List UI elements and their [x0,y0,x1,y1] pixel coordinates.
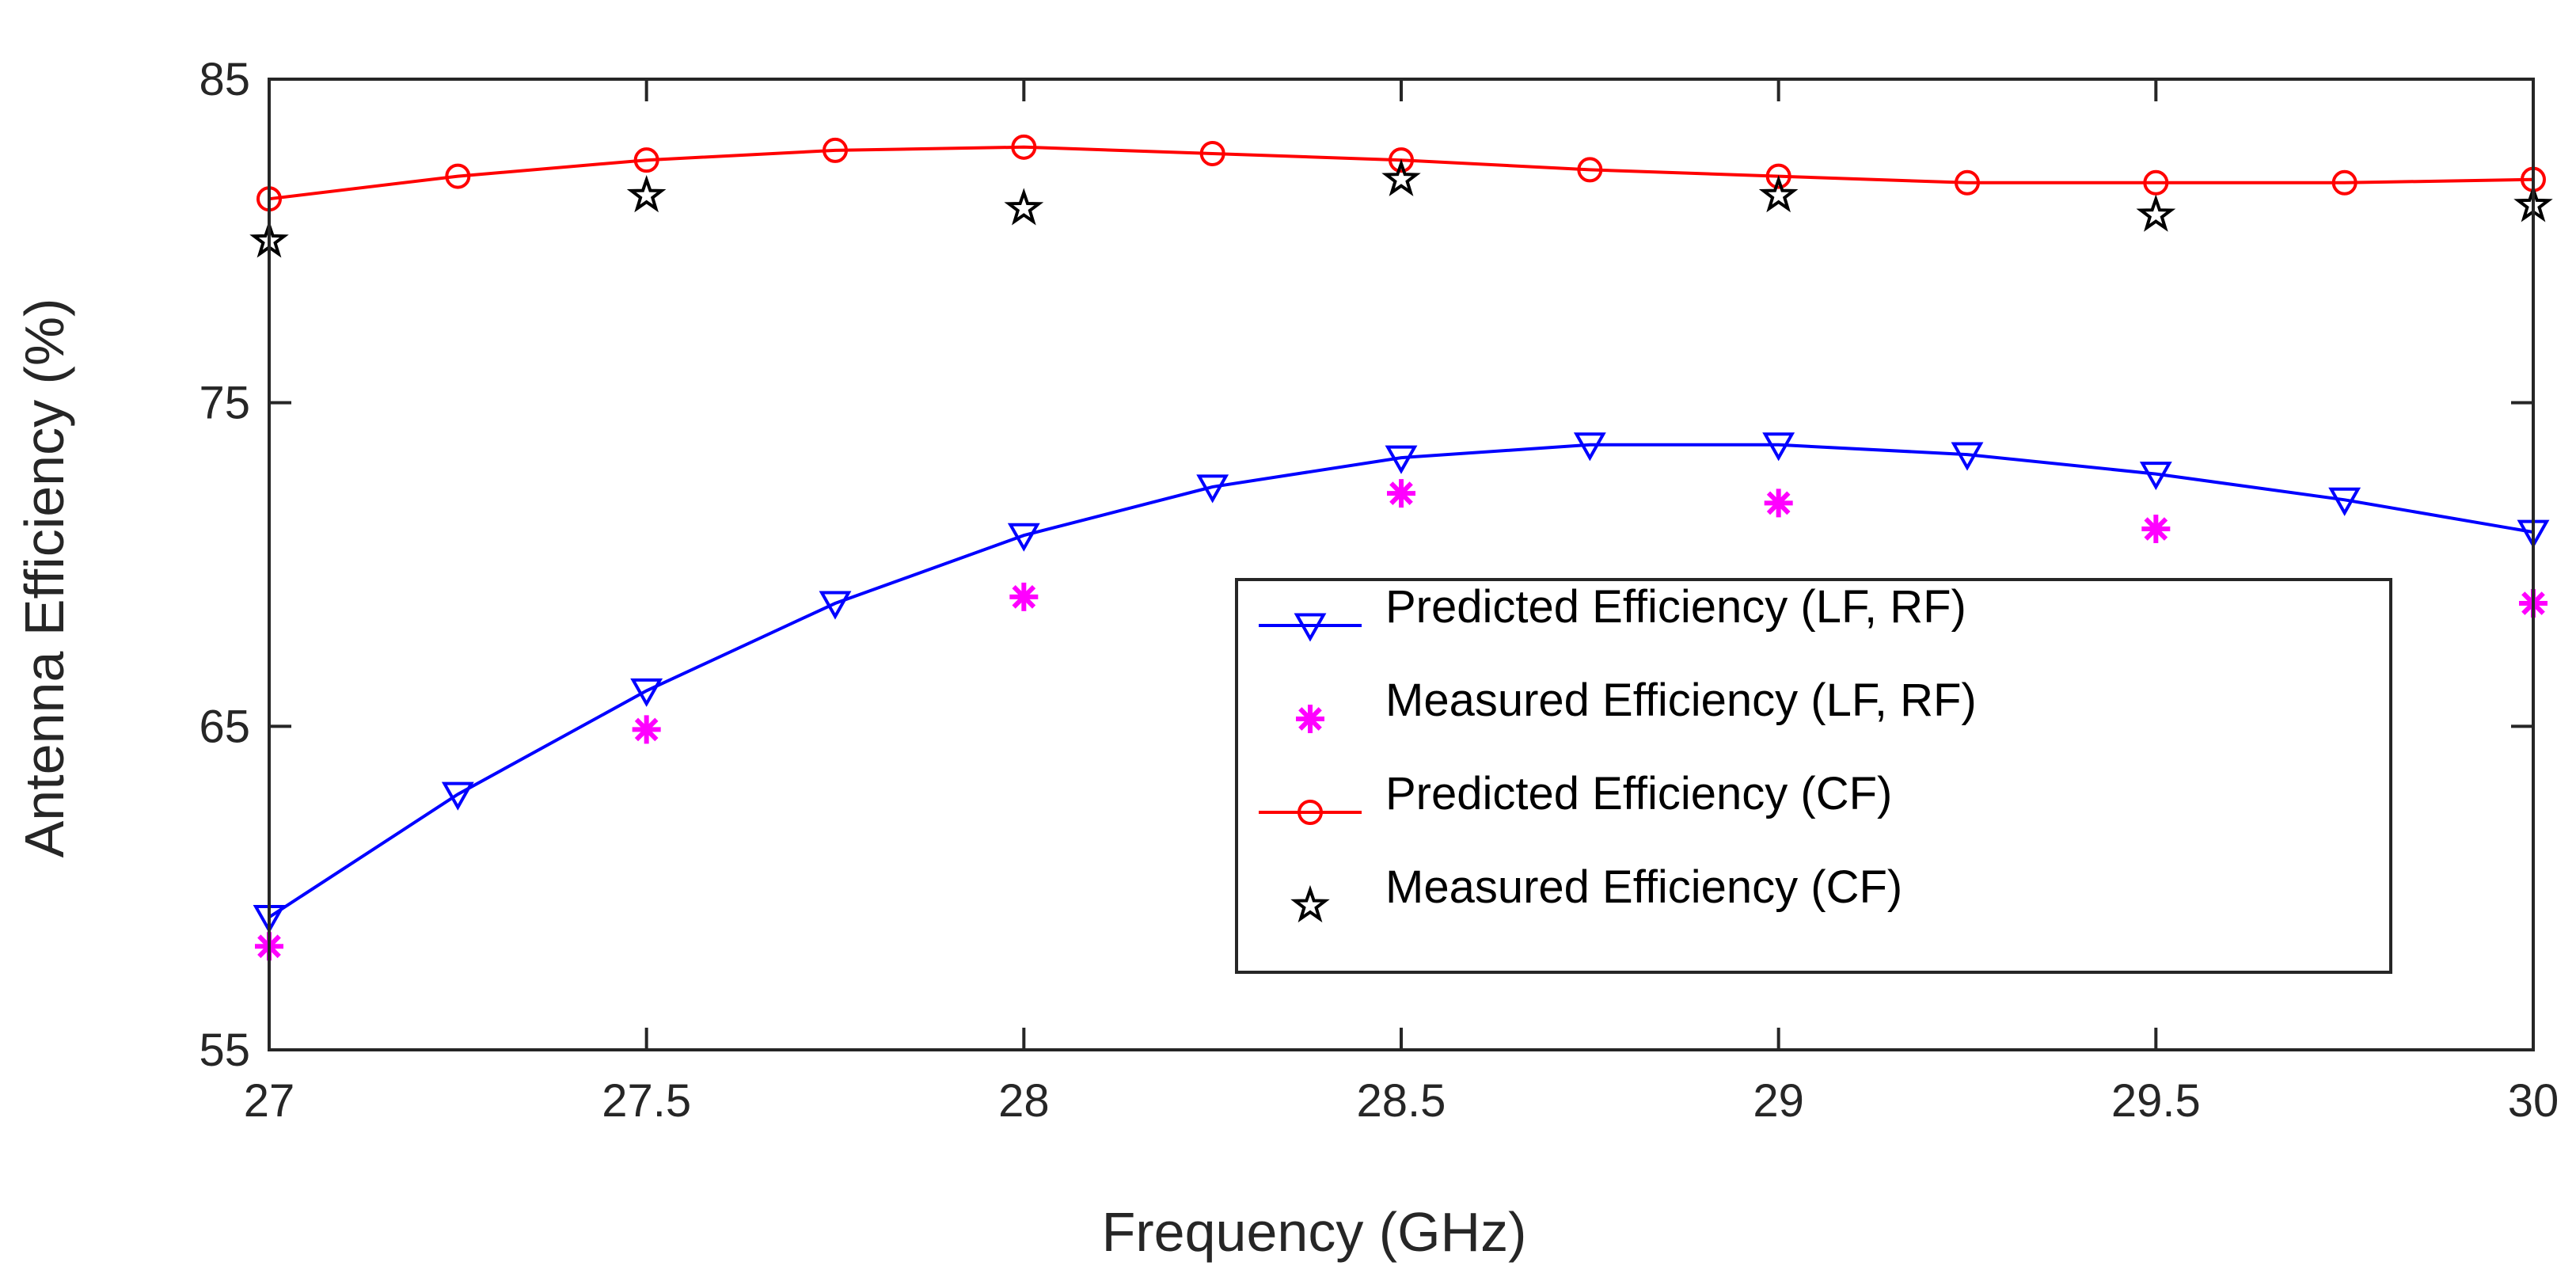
predicted-efficiency-cf-point [1011,134,1037,160]
measured-efficiency-cf-series [249,158,2553,258]
ticks-layer: 27 27.5 28 28.5 29 29.5 30 55 65 75 85 [199,54,2559,1127]
x-tick-label: 29 [1753,1075,1804,1127]
legend: Predicted Efficiency (LF, RF) Measured Ef… [1235,578,2392,974]
legend-entry-predicted-efficiency-cf: Predicted Efficiency (CF) [1259,768,1892,825]
y-tick-label: 85 [199,54,250,105]
predicted-efficiency-cf-point [445,163,471,189]
legend-marker [1294,613,1327,642]
predicted-efficiency-lf-rf-point [1007,523,1040,552]
measured-efficiency-lf-rf-point [2141,515,2171,544]
legend-label: Predicted Efficiency (LF, RF) [1385,581,1966,633]
x-tick-label: 27.5 [602,1075,691,1127]
measured-efficiency-lf-rf-point [632,715,661,744]
predicted-efficiency-cf-line [268,145,2534,201]
predicted-efficiency-cf-point [1389,147,1414,173]
predicted-efficiency-lf-rf-point [1385,445,1418,474]
y-tick-label: 75 [199,378,250,429]
measured-efficiency-cf-point [626,175,667,213]
predicted-efficiency-lf-rf-point [2139,462,2172,491]
legend-marker [1297,800,1323,825]
predicted-efficiency-cf-point [1577,157,1603,183]
measured-efficiency-cf-point [2136,194,2176,232]
predicted-efficiency-lf-rf-line [268,443,2534,919]
predicted-efficiency-cf-point [2331,169,2358,196]
y-tick-label: 65 [199,701,250,752]
predicted-efficiency-lf-rf-point [2328,487,2361,516]
legend-marker [1296,705,1324,733]
predicted-efficiency-lf-rf-point [1196,474,1229,504]
x-axis-label: Frequency (GHz) [1102,1201,1527,1263]
legend-label: Measured Efficiency (LF, RF) [1385,675,1977,726]
measured-efficiency-lf-rf-point [1387,479,1415,508]
legend-entry-measured-efficiency-lf-rf: Measured Efficiency (LF, RF) [1296,675,1977,733]
predicted-efficiency-lf-rf-point [441,781,474,811]
legend-entry-measured-efficiency-cf: Measured Efficiency (CF) [1290,861,1902,923]
measured-efficiency-lf-rf-point [1764,489,1793,518]
x-tick-label: 28.5 [1357,1075,1446,1127]
legend-label: Measured Efficiency (CF) [1385,861,1902,913]
x-tick-label: 30 [2508,1075,2559,1127]
predicted-efficiency-cf-point [1955,169,1980,196]
y-tick-label: 55 [199,1025,250,1076]
predicted-efficiency-lf-rf-point [1762,432,1795,462]
predicted-efficiency-cf-point [1765,163,1791,189]
measured-efficiency-cf-point [1004,188,1044,226]
predicted-efficiency-lf-rf-point [1573,432,1606,462]
legend-box [1235,578,2392,974]
predicted-efficiency-cf-series [256,134,2546,212]
x-tick-label: 27 [244,1075,295,1127]
y-axis-label: Antenna Efficiency (%) [13,298,75,858]
predicted-efficiency-lf-rf-series [253,432,2550,934]
predicted-efficiency-lf-rf-point [630,678,663,707]
x-tick-label: 29.5 [2111,1075,2201,1127]
predicted-efficiency-cf-point [633,147,659,173]
measured-efficiency-cf-point [1381,158,1421,196]
measured-efficiency-cf-point [1758,175,1799,213]
legend-label: Predicted Efficiency (CF) [1385,768,1892,819]
predicted-efficiency-cf-point [1199,140,1225,166]
predicted-efficiency-lf-rf-point [1951,442,1984,471]
x-tick-label: 28 [998,1075,1050,1127]
predicted-efficiency-cf-point [823,137,848,163]
legend-marker [1290,884,1330,923]
predicted-efficiency-lf-rf-point [819,591,852,620]
legend-entry-predicted-efficiency-lf-rf: Predicted Efficiency (LF, RF) [1259,581,1966,642]
predicted-efficiency-cf-point [2143,169,2169,196]
measured-efficiency-lf-rf-point [1009,582,1039,611]
